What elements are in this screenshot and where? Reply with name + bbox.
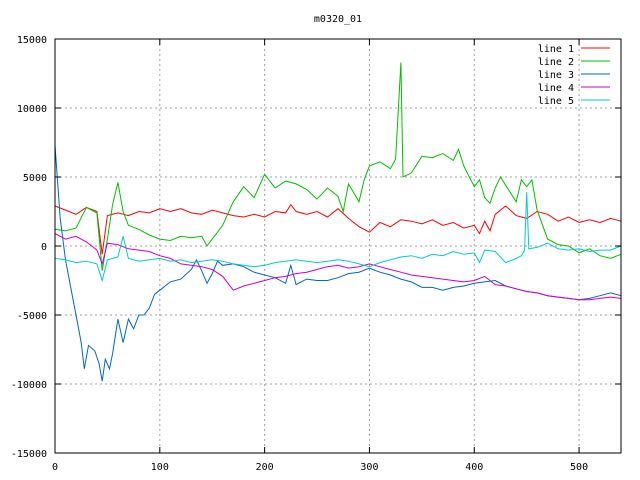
y-tick-label: 10000 [17,104,47,115]
series-line-2 [54,62,622,271]
axis-ticks: 0 100 200 300 400 500 -15000 -10000 -5000 0 5000 10… [11,35,621,473]
x-tick-label: 200 [256,462,274,473]
chart-title: m0320_01 [314,14,362,25]
legend-label-4: line 4 [538,83,574,94]
legend: line 1 line 2 line 3 line 4 line 5 [538,44,610,107]
y-tick-label: -5000 [17,311,47,322]
y-tick-label: 15000 [17,35,47,46]
x-tick-label: 0 [52,462,58,473]
y-tick-label: -15000 [11,449,47,460]
series-line-3 [54,145,622,382]
x-tick-label: 300 [360,462,378,473]
grid-lines [55,39,621,453]
series-line-5 [54,192,622,283]
legend-label-1: line 1 [538,44,574,55]
legend-label-5: line 5 [538,96,574,107]
series-lines [54,62,622,382]
x-tick-label: 100 [151,462,169,473]
legend-label-3: line 3 [538,70,574,81]
series-line-1 [54,203,622,255]
series-line-4 [54,233,622,301]
legend-label-2: line 2 [538,57,574,68]
y-tick-label: 0 [41,242,47,253]
x-tick-label: 400 [465,462,483,473]
x-tick-label: 500 [570,462,588,473]
y-tick-label: -10000 [11,380,47,391]
y-tick-label: 5000 [23,173,47,184]
